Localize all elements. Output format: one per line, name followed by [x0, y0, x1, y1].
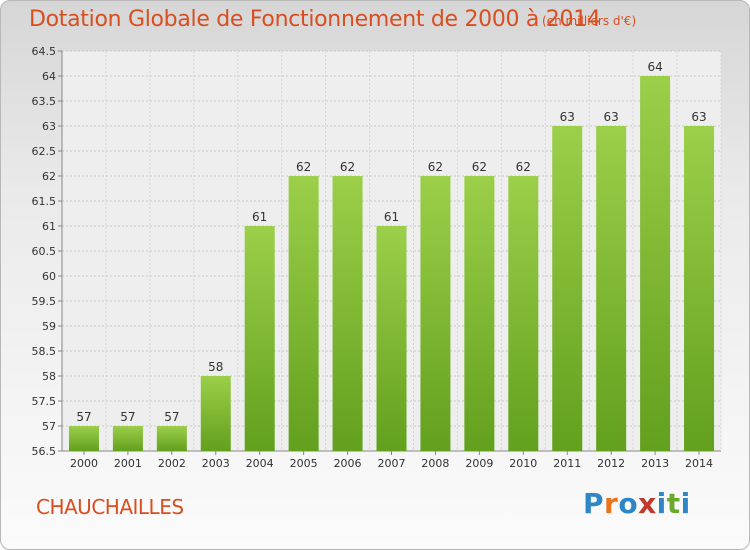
- proxiti-logo: Proxiti: [583, 487, 691, 520]
- y-tick-label: 64: [42, 70, 56, 83]
- y-tick-label: 62.5: [32, 145, 57, 158]
- x-tick-label: 2014: [685, 457, 713, 470]
- y-tick-label: 56.5: [32, 445, 57, 458]
- logo-letter: i: [680, 487, 691, 520]
- data-label: 62: [296, 160, 311, 174]
- bar-2001: [112, 426, 143, 451]
- x-tick-label: 2005: [290, 457, 318, 470]
- x-tick-label: 2009: [465, 457, 493, 470]
- bar-2003: [200, 376, 231, 451]
- bar-2009: [464, 176, 495, 451]
- x-tick-labels: 2000 2001 2002 2003 2004 2005 2006 2007 2008 2009…: [70, 457, 713, 470]
- bar-2010: [508, 176, 539, 451]
- x-tick-label: 2000: [70, 457, 98, 470]
- data-label: 63: [604, 110, 619, 124]
- data-label: 61: [252, 210, 267, 224]
- x-tick-label: 2003: [202, 457, 230, 470]
- bar-2004: [244, 226, 275, 451]
- data-label: 62: [516, 160, 531, 174]
- y-tick-label: 62: [42, 170, 56, 183]
- bar-2000: [68, 426, 99, 451]
- logo-letter: i: [656, 487, 667, 520]
- bar-2014: [684, 126, 715, 451]
- bar-2002: [156, 426, 187, 451]
- data-label: 62: [340, 160, 355, 174]
- y-tick-label: 59: [42, 320, 56, 333]
- bars: [68, 76, 715, 451]
- logo-letter: x: [638, 487, 657, 520]
- y-tick-label: 60: [42, 270, 56, 283]
- x-tick-label: 2008: [421, 457, 449, 470]
- data-label: 61: [384, 210, 399, 224]
- x-tick-label: 2012: [597, 457, 625, 470]
- x-tick-label: 2006: [334, 457, 362, 470]
- bar-2005: [288, 176, 319, 451]
- y-tick-label: 64.5: [32, 45, 57, 58]
- y-tick-label: 60.5: [32, 245, 57, 258]
- logo-letter: o: [618, 487, 639, 520]
- y-tick-label: 61: [42, 220, 56, 233]
- bar-2008: [420, 176, 451, 451]
- y-tick-label: 57.5: [32, 395, 57, 408]
- x-tick-label: 2001: [114, 457, 142, 470]
- data-label: 63: [691, 110, 706, 124]
- data-label: 63: [560, 110, 575, 124]
- data-label: 62: [428, 160, 443, 174]
- y-tick-label: 61.5: [32, 195, 57, 208]
- y-tick-label: 63.5: [32, 95, 57, 108]
- bar-2006: [332, 176, 363, 451]
- bar-2012: [596, 126, 627, 451]
- y-tick-label: 58: [42, 370, 56, 383]
- x-tick-label: 2007: [378, 457, 406, 470]
- data-label: 58: [208, 360, 223, 374]
- x-tick-label: 2010: [509, 457, 537, 470]
- y-tick-label: 63: [42, 120, 56, 133]
- bar-2011: [552, 126, 583, 451]
- chart-title: Dotation Globale de Fonctionnement de 20…: [29, 7, 601, 32]
- x-tick-label: 2013: [641, 457, 669, 470]
- y-tick-label: 58.5: [32, 345, 57, 358]
- y-tick-label: 59.5: [32, 295, 57, 308]
- bar-2007: [376, 226, 407, 451]
- logo-letter: P: [583, 487, 605, 520]
- data-label: 64: [647, 60, 662, 74]
- commune-name: CHAUCHAILLES: [36, 495, 184, 519]
- logo-letter: r: [604, 487, 619, 520]
- data-label: 62: [472, 160, 487, 174]
- y-tick-labels: 56.5 57 57.5 58 58.5 59 59.5 60 60.5 61 61.5 62 62.5…: [32, 45, 57, 458]
- x-tick-label: 2004: [246, 457, 274, 470]
- data-labels: 57 57 57 58 61 62 62 61 62 62 62 63 63 64 63: [76, 60, 706, 424]
- data-label: 57: [164, 410, 179, 424]
- x-tick-label: 2002: [158, 457, 186, 470]
- y-tick-label: 57: [42, 420, 56, 433]
- data-label: 57: [120, 410, 135, 424]
- logo-letter: t: [666, 487, 681, 520]
- bar-2013: [640, 76, 671, 451]
- x-tick-label: 2011: [553, 457, 581, 470]
- data-label: 57: [76, 410, 91, 424]
- chart-unit: (en milliers d'€): [542, 14, 637, 28]
